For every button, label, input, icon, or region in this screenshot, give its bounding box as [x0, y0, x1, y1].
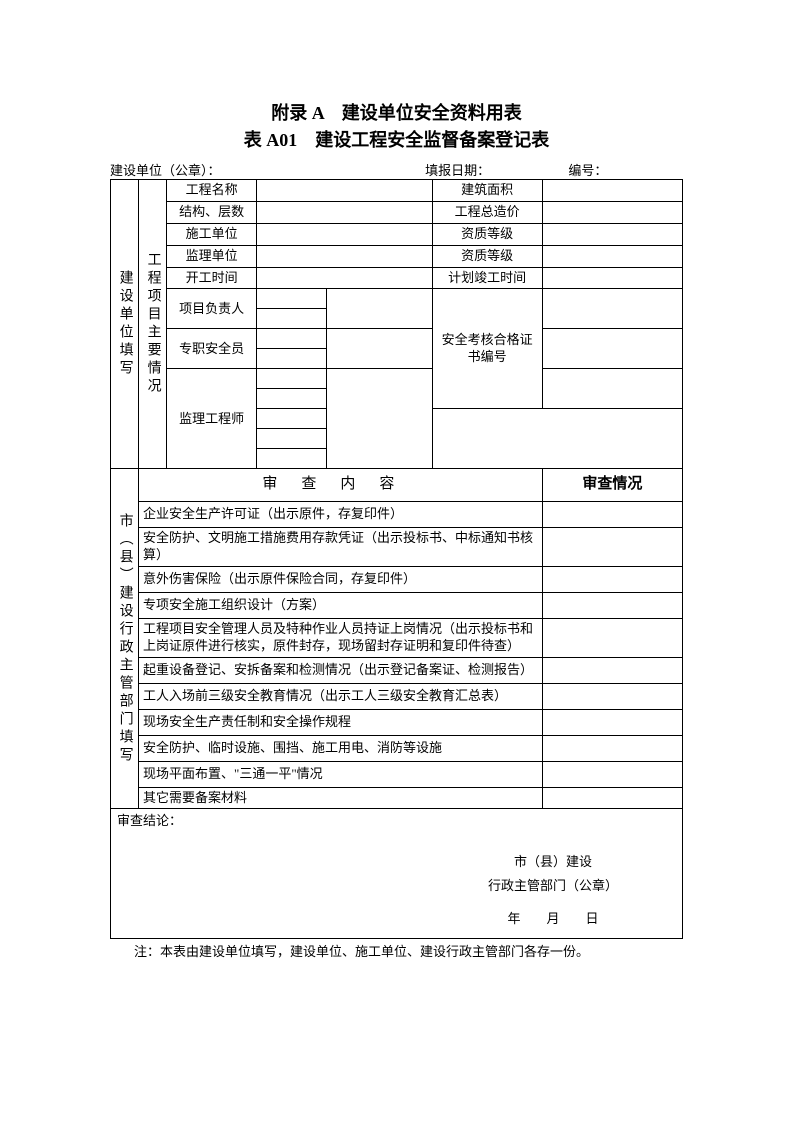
val-qual1 [542, 223, 682, 245]
val-construction-unit [257, 223, 432, 245]
val-se-1 [257, 369, 327, 389]
footnote: 注：本表由建设单位填写，建设单位、施工单位、建设行政主管部门各存一份。 [110, 941, 683, 960]
val-project-name [257, 180, 432, 202]
appendix-title: 附录 A 建设单位安全资料用表 [110, 100, 683, 127]
val-cert-1 [542, 289, 682, 329]
val-so-1 [257, 329, 327, 349]
stamp-line2: 行政主管部门（公章） [488, 874, 618, 897]
label-structure: 结构、层数 [167, 201, 257, 223]
val-cert-2 [542, 329, 682, 369]
date-label: 填报日期： [425, 160, 568, 179]
val-se-right [432, 409, 682, 469]
review-item-8: 安全防护、临时设施、围挡、施工用电、消防等设施 [139, 735, 543, 761]
review-item-0: 企业安全生产许可证（出示原件，存复印件） [139, 501, 543, 527]
conclusion-label: 审查结论： [117, 813, 182, 830]
review-item-7: 现场安全生产责任制和安全操作规程 [139, 709, 543, 735]
label-qual2: 资质等级 [432, 245, 542, 267]
review-status-10 [542, 787, 682, 809]
val-so-side [327, 329, 432, 369]
label-project-name: 工程名称 [167, 180, 257, 202]
val-qual2 [542, 245, 682, 267]
val-cert-3 [542, 369, 682, 409]
review-status-4 [542, 618, 682, 657]
val-start-date [257, 267, 432, 289]
val-pm-1 [257, 289, 327, 309]
val-pm-side [327, 289, 432, 329]
label-building-area: 建筑面积 [432, 180, 542, 202]
review-status-7 [542, 709, 682, 735]
section1-sub-label: 工程项目主要情况 [139, 180, 167, 469]
label-planned-completion: 计划竣工时间 [432, 267, 542, 289]
review-status-1 [542, 527, 682, 566]
label-start-date: 开工时间 [167, 267, 257, 289]
section2-side-label: 市（县）建设行政主管部门填写 [111, 469, 139, 809]
label-supervision-unit: 监理单位 [167, 245, 257, 267]
unit-label: 建设单位（公章）： [110, 160, 425, 179]
review-item-6: 工人入场前三级安全教育情况（出示工人三级安全教育汇总表） [139, 683, 543, 709]
review-item-3: 专项安全施工组织设计（方案） [139, 592, 543, 618]
section1-side-label: 建设单位填写 [111, 180, 139, 469]
label-safety-officer: 专职安全员 [167, 329, 257, 369]
review-item-2: 意外伤害保险（出示原件保险合同，存复印件） [139, 566, 543, 592]
conclusion-cell: 审查结论： 市（县）建设 行政主管部门（公章） 年 月 日 [111, 809, 683, 939]
header-line: 建设单位（公章）： 填报日期： 编号： [110, 160, 683, 179]
val-structure [257, 201, 432, 223]
label-qual1: 资质等级 [432, 223, 542, 245]
review-status-6 [542, 683, 682, 709]
label-pm: 项目负责人 [167, 289, 257, 329]
review-status-8 [542, 735, 682, 761]
review-status-9 [542, 761, 682, 787]
review-status-5 [542, 657, 682, 683]
review-item-1: 安全防护、文明施工措施费用存款凭证（出示投标书、中标通知书核算） [139, 527, 543, 566]
label-supervising-engineer: 监理工程师 [167, 369, 257, 469]
review-status-2 [542, 566, 682, 592]
val-se-3 [257, 409, 327, 429]
no-label: 编号： [568, 160, 683, 179]
review-item-4: 工程项目安全管理人员及特种作业人员持证上岗情况（出示投标书和上岗证原件进行核实，… [139, 618, 543, 657]
val-se-side [327, 369, 432, 469]
main-table: 建设单位填写 工程项目主要情况 工程名称 建筑面积 结构、层数 工程总造价 施工… [110, 179, 683, 939]
form-title: 表 A01 建设工程安全监督备案登记表 [110, 127, 683, 154]
val-cost [542, 201, 682, 223]
val-pm-2 [257, 309, 327, 329]
val-planned-completion [542, 267, 682, 289]
val-se-2 [257, 389, 327, 409]
val-supervision-unit [257, 245, 432, 267]
val-se-4 [257, 429, 327, 449]
review-item-9: 现场平面布置、"三通一平"情况 [139, 761, 543, 787]
review-status-3 [542, 592, 682, 618]
review-item-5: 起重设备登记、安拆备案和检测情况（出示登记备案证、检测报告） [139, 657, 543, 683]
stamp-block: 市（县）建设 行政主管部门（公章） 年 月 日 [488, 850, 618, 930]
val-so-2 [257, 349, 327, 369]
review-content-header: 审查内容 [139, 469, 543, 502]
review-status-header: 审查情况 [542, 469, 682, 502]
review-item-10: 其它需要备案材料 [139, 787, 543, 809]
conclusion-date: 年 月 日 [488, 907, 618, 930]
label-construction-unit: 施工单位 [167, 223, 257, 245]
label-cert: 安全考核合格证书编号 [432, 289, 542, 409]
val-building-area [542, 180, 682, 202]
stamp-line1: 市（县）建设 [488, 850, 618, 873]
review-status-0 [542, 501, 682, 527]
val-se-5 [257, 449, 327, 469]
label-cost: 工程总造价 [432, 201, 542, 223]
